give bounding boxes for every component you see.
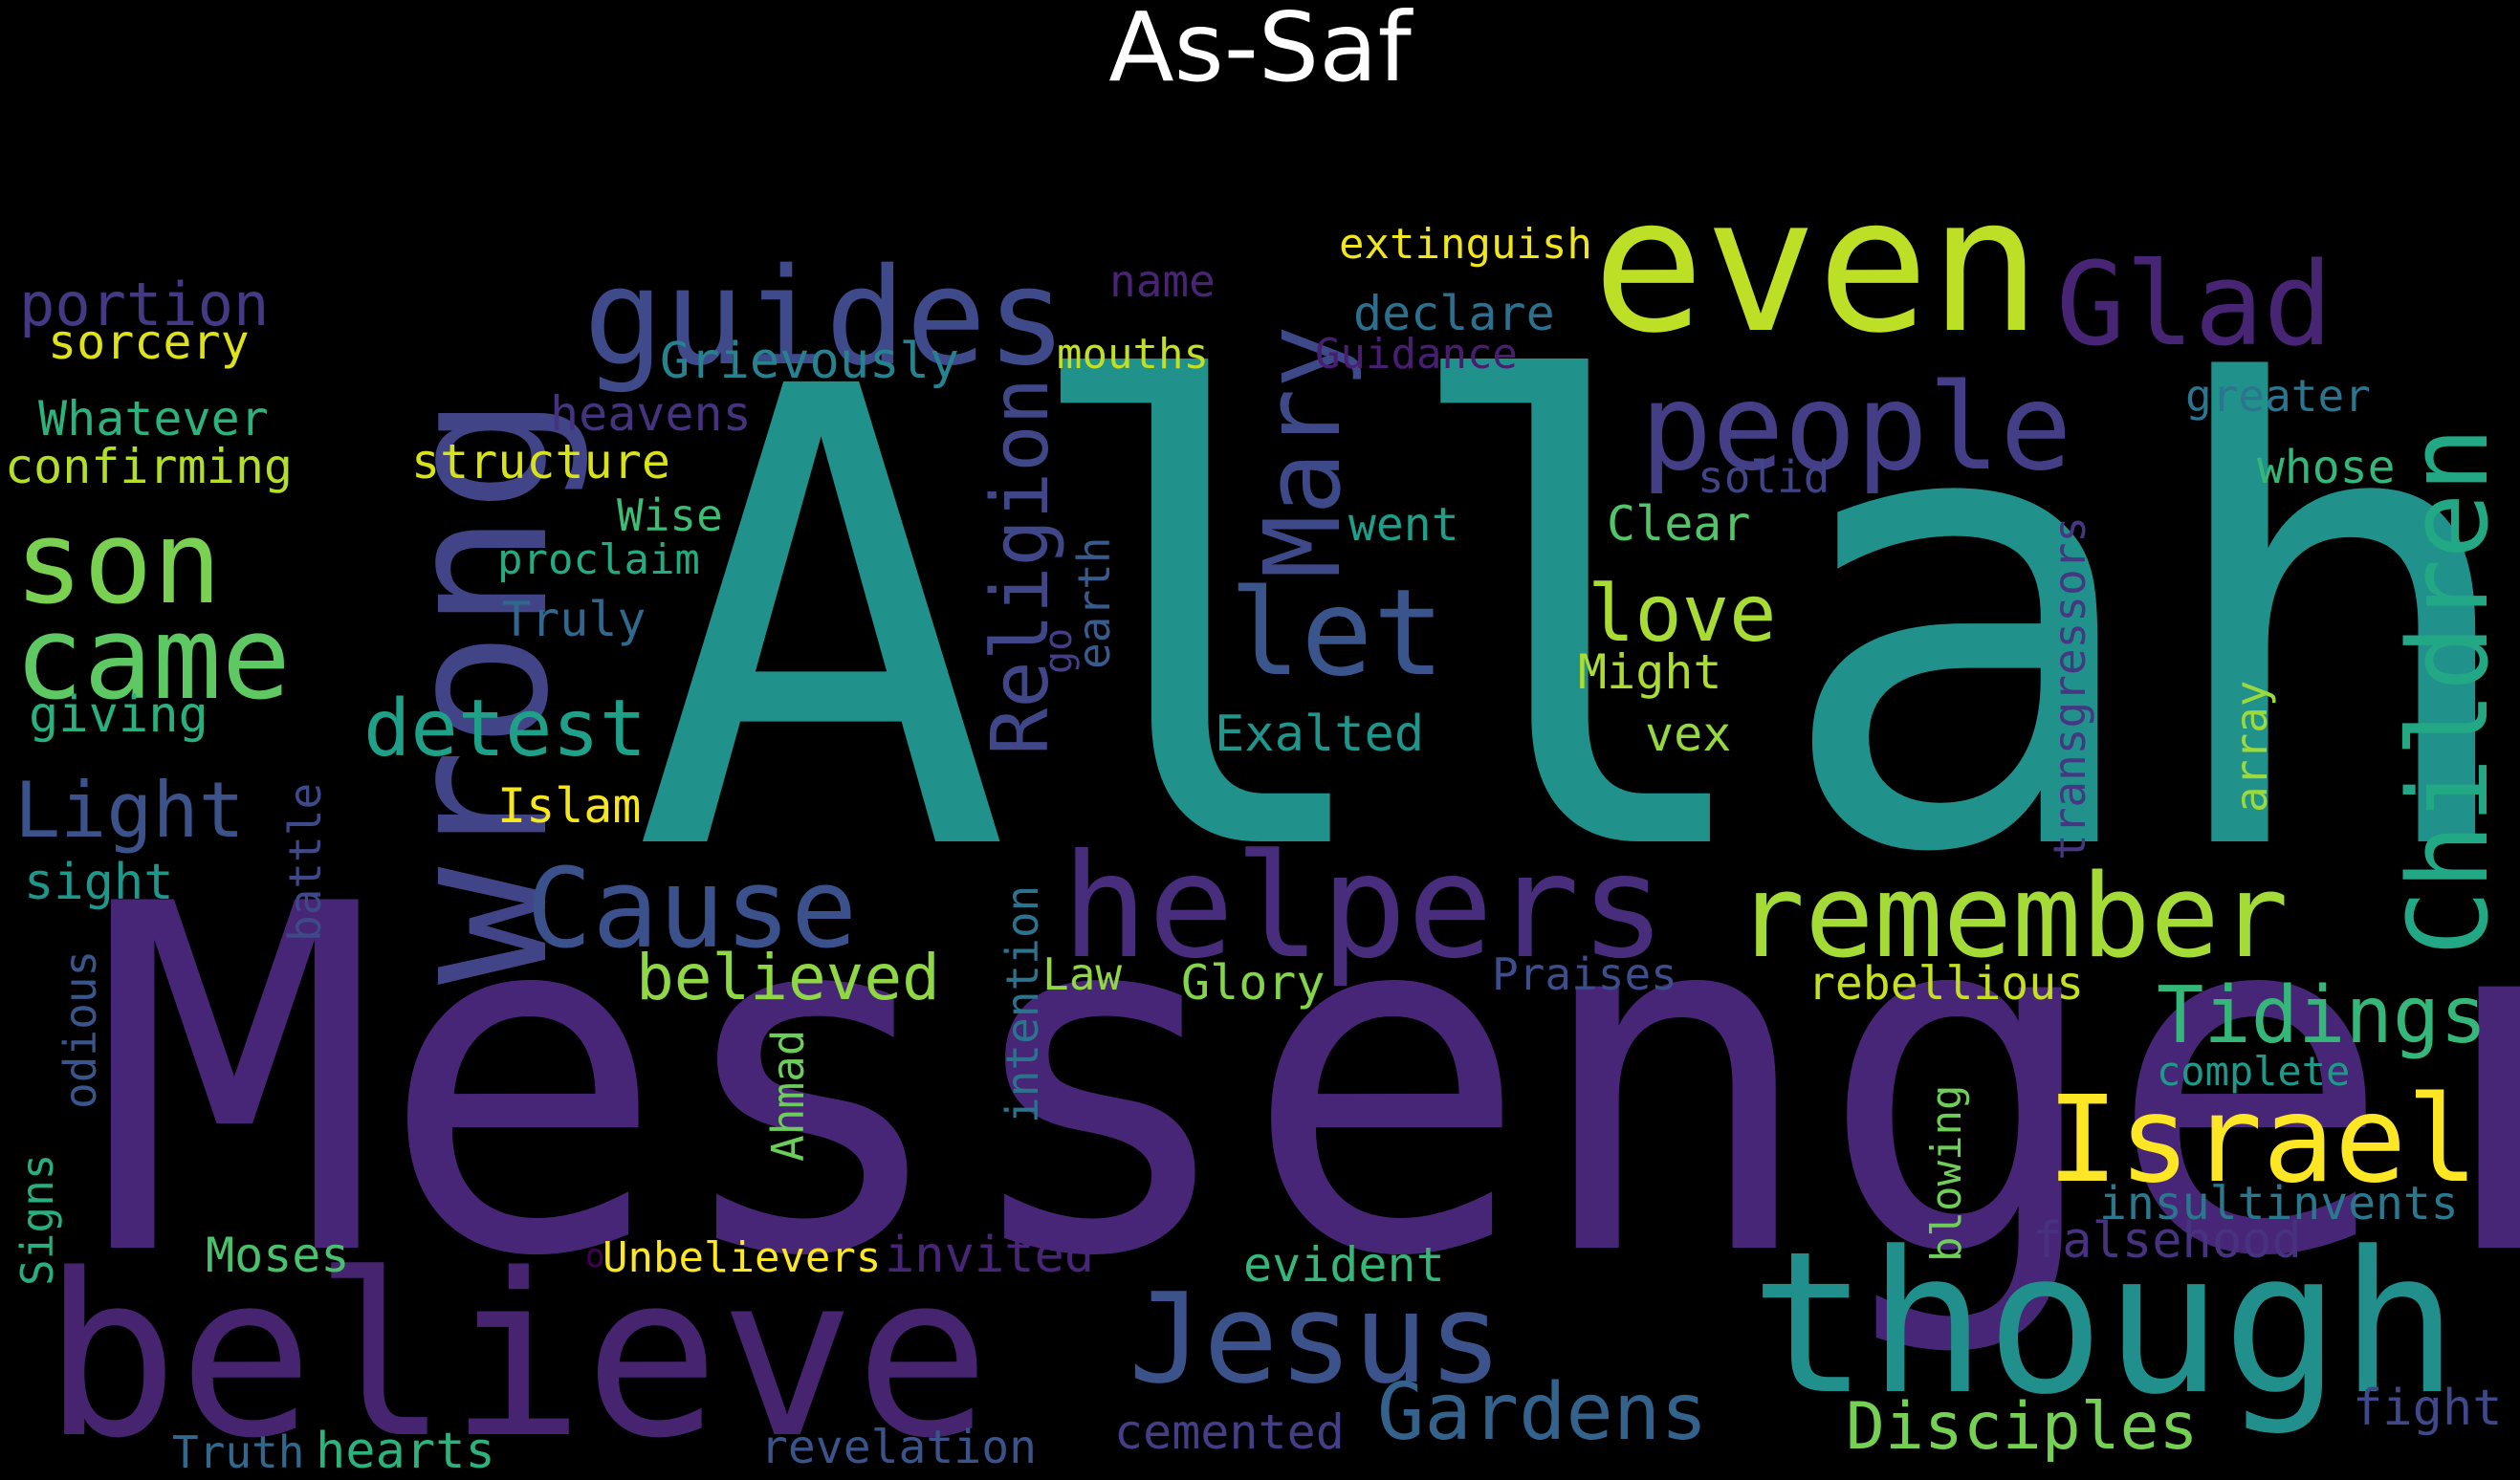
word-signs: Signs bbox=[11, 1154, 63, 1286]
word-blowing: blowing bbox=[1922, 1085, 1971, 1262]
word-array: array bbox=[2225, 681, 2277, 813]
word-truly: Truly bbox=[502, 592, 646, 647]
word-grievously: Grievously bbox=[660, 333, 959, 390]
word-falsehood: falsehood bbox=[2032, 1212, 2302, 1270]
word-greater: greater bbox=[2185, 370, 2371, 422]
word-declare: declare bbox=[1353, 286, 1555, 341]
page-title: As-Saf bbox=[1108, 0, 1412, 103]
word-glory: Glory bbox=[1181, 955, 1326, 1011]
word-jesus: Jesus bbox=[1129, 1266, 1502, 1411]
word-revelation: revelation bbox=[760, 1421, 1037, 1474]
word-tidings: Tidings bbox=[2157, 970, 2487, 1061]
word-structure: structure bbox=[411, 434, 670, 490]
word-solid: solid bbox=[1698, 451, 1830, 503]
word-extinguish: extinguish bbox=[1339, 220, 1592, 269]
word-islam: Islam bbox=[497, 778, 642, 834]
word-even: even bbox=[1592, 157, 2042, 374]
word-cemented: cemented bbox=[1114, 1404, 1345, 1460]
word-remember: remember bbox=[1736, 851, 2289, 984]
word-sight: sight bbox=[24, 854, 174, 911]
word-came: came bbox=[14, 593, 291, 726]
word-fight: fight bbox=[2353, 1380, 2503, 1437]
word-helpers: helpers bbox=[1062, 824, 1666, 990]
word-ahmad: Ahmad bbox=[762, 1030, 814, 1162]
word-children: Children bbox=[2385, 426, 2513, 956]
word-cause: Cause bbox=[526, 845, 857, 973]
word-wrong: wrong bbox=[364, 395, 592, 985]
word-messenger: Messenger bbox=[91, 804, 2520, 1360]
word-gardens: Gardens bbox=[1377, 1367, 1708, 1458]
word-disciples: Disciples bbox=[1846, 1389, 2198, 1465]
word-believe: believe bbox=[43, 1227, 990, 1480]
word-battle: battle bbox=[279, 783, 331, 942]
word-intention: intention bbox=[997, 885, 1048, 1123]
word-hearts: hearts bbox=[316, 1423, 495, 1480]
word-o: o bbox=[585, 1237, 604, 1275]
word-invited: invited bbox=[885, 1227, 1094, 1284]
word-portion: portion bbox=[19, 270, 269, 339]
word-earth: earth bbox=[1068, 537, 1120, 669]
word-praises: Praises bbox=[1492, 948, 1677, 1000]
word-israel: Israel bbox=[2047, 1071, 2479, 1209]
word-mary: Mary bbox=[1241, 325, 1364, 578]
word-insultinvents: insultinvents bbox=[2099, 1177, 2459, 1230]
word-moses: Moses bbox=[206, 1228, 350, 1283]
word-sorcery: sorcery bbox=[48, 315, 250, 370]
word-truth: Truth bbox=[172, 1426, 304, 1478]
word-confirming: confirming bbox=[5, 439, 293, 494]
word-might: Might bbox=[1578, 644, 1722, 700]
word-allah: Allah bbox=[631, 255, 2520, 990]
word-go: go bbox=[1037, 628, 1081, 674]
word-complete: complete bbox=[2157, 1048, 2350, 1095]
word-glad: Glad bbox=[2056, 239, 2333, 372]
word-though: though bbox=[1750, 1210, 2459, 1438]
word-people: people bbox=[1640, 359, 2072, 497]
word-exalted: Exalted bbox=[1215, 706, 1424, 763]
word-whatever: Whatever bbox=[38, 391, 269, 446]
word-guides: guides bbox=[583, 240, 1067, 396]
word-whose: whose bbox=[2257, 441, 2396, 494]
word-unbelievers: Unbelievers bbox=[603, 1233, 881, 1282]
word-light: Light bbox=[14, 766, 245, 855]
word-love: love bbox=[1588, 569, 1776, 660]
word-son: son bbox=[14, 497, 222, 630]
word-mouths: mouths bbox=[1057, 330, 1209, 379]
word-went: went bbox=[1348, 498, 1459, 552]
word-detest: detest bbox=[363, 684, 646, 774]
word-religion: Religion bbox=[975, 378, 1066, 755]
word-law: Law bbox=[1042, 948, 1122, 1000]
word-proclaim: proclaim bbox=[497, 535, 700, 584]
word-heavens: heavens bbox=[550, 386, 752, 442]
word-vex: vex bbox=[1645, 707, 1731, 762]
word-giving: giving bbox=[29, 686, 208, 744]
word-let: let bbox=[1229, 564, 1445, 703]
word-believed: believed bbox=[636, 941, 940, 1014]
word-transgressors: transgressors bbox=[2044, 516, 2095, 860]
word-clear: Clear bbox=[1607, 496, 1751, 552]
word-name: name bbox=[1109, 255, 1216, 307]
word-guidance: Guidance bbox=[1315, 330, 1518, 379]
word-odious: odious bbox=[55, 950, 106, 1109]
word-rebellious: rebellious bbox=[1808, 957, 2084, 1011]
word-evident: evident bbox=[1243, 1237, 1445, 1293]
word-wise: Wise bbox=[617, 490, 723, 541]
